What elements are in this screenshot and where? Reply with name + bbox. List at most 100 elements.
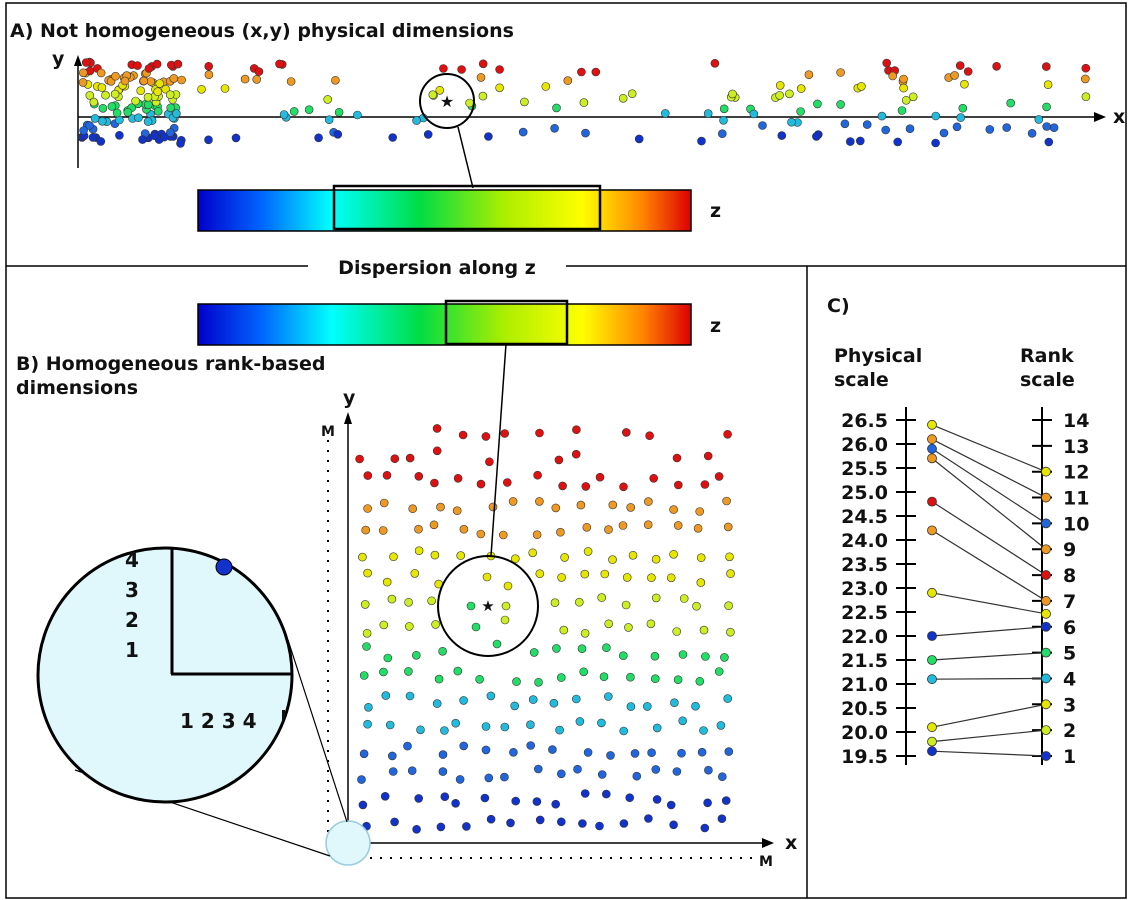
panel-b-point (430, 550, 440, 560)
panel-b-zoom-y-tick-4: 4 (125, 548, 139, 572)
panel-b-point (529, 648, 539, 657)
panel-a-point (541, 82, 551, 91)
panel-b-point (571, 694, 581, 704)
rank-tick-label: 12 (1063, 462, 1089, 484)
panel-a-point (90, 114, 100, 123)
panel-a-point (144, 64, 154, 73)
panel-b-point (699, 625, 709, 635)
panel-b-point (358, 800, 368, 810)
panel-b-point (508, 497, 518, 506)
panel-a-point (97, 83, 107, 92)
panel-a-point (893, 137, 903, 147)
panel-a-point (323, 95, 333, 104)
panel-b-point (673, 675, 683, 685)
panel-a-point (96, 68, 106, 78)
panel-a-point (579, 98, 589, 107)
panel-b-point (379, 498, 389, 508)
panel-a-point (963, 67, 973, 76)
panel-a-point (796, 107, 805, 116)
panel-b-point (459, 524, 469, 534)
physical-point (927, 655, 937, 665)
physical-tick-label: 20.5 (841, 698, 888, 720)
panel-b-point (455, 775, 465, 784)
physical-tick-label: 21.0 (841, 674, 888, 696)
panel-a-point (275, 59, 284, 69)
panel-c-right-header-line2: scale (1020, 369, 1075, 391)
panel-a-point (931, 111, 941, 121)
panel-b-point (381, 691, 391, 700)
mapping-line (931, 457, 1047, 550)
mapping-line (931, 729, 1047, 743)
panel-b-point (382, 470, 392, 480)
panel-b-point (355, 454, 364, 464)
panel-b-point (554, 455, 564, 465)
panel-a-point (717, 129, 727, 138)
panel-b-point (557, 573, 566, 582)
panel-a-colorbar-window (332, 184, 602, 231)
panel-a-point (1006, 98, 1016, 108)
panel-b-point (459, 696, 468, 705)
panel-b-point (475, 674, 484, 684)
panel-a-point (112, 108, 122, 118)
panel-a-point (812, 132, 821, 141)
panel-a-point (331, 76, 340, 85)
panel-b-point (643, 520, 653, 530)
rank-tick-label: 8 (1063, 565, 1076, 587)
panel-a-point (950, 71, 959, 80)
panel-b-point (721, 796, 731, 805)
panel-a-point (992, 62, 1001, 71)
panel-a-point (457, 65, 466, 74)
rank-point (1041, 725, 1051, 736)
panel-b-point (697, 747, 707, 757)
panel-b-point (678, 716, 688, 726)
panel-a-point (131, 96, 140, 106)
panel-a-point (577, 67, 586, 77)
panel-a-point (153, 87, 162, 96)
panel-b-point (621, 600, 631, 610)
panel-b-point (714, 667, 724, 676)
panel-c: C) Physical scale Rank scale 26.526.025.… (827, 295, 1089, 768)
panel-b-point (451, 718, 461, 728)
panel-a-point (749, 109, 759, 119)
panel-b-point (725, 552, 734, 562)
panel-b-star-icon: ★ (481, 597, 494, 615)
panel-a-point (204, 62, 213, 71)
panel-a-point (98, 104, 108, 113)
panel-a-point (775, 91, 784, 100)
panel-a-point (581, 128, 590, 138)
panel-b-point (672, 453, 682, 463)
panel-b-point (606, 751, 615, 760)
panel-b-point (626, 672, 635, 682)
rank-tick-label: 9 (1063, 539, 1076, 561)
panel-b-point (597, 593, 607, 602)
panel-b-point (652, 723, 662, 733)
panel-a-neighborhood-circle (419, 73, 475, 129)
panel-b-point (427, 596, 436, 606)
panel-b-point (575, 717, 585, 726)
panel-b-neighborhood-point (482, 572, 492, 582)
panel-b-point (666, 800, 676, 810)
panel-b-point (512, 677, 521, 686)
panel-a-point (166, 128, 175, 137)
panel-b-point (438, 750, 448, 759)
panel-b-point (722, 496, 731, 506)
panel-b-point (595, 821, 604, 831)
panel-b-point (672, 767, 682, 776)
panel-a-point (88, 133, 98, 142)
panel-a-point (81, 58, 91, 67)
panel-b-point (580, 628, 590, 638)
panel-a-point (252, 75, 262, 84)
panel-b-point (624, 623, 633, 632)
mapping-line (931, 592, 1047, 615)
panel-a-point (289, 107, 299, 116)
panel-b-point (535, 497, 544, 506)
panel-b-point (651, 765, 661, 774)
panel-b-point (533, 764, 543, 774)
panel-b-point (380, 791, 390, 801)
panel-b-zoom-origin (325, 820, 371, 866)
panel-b-point (404, 622, 414, 631)
panel-b-zoom-point (215, 558, 233, 576)
panel-b-point (551, 503, 561, 513)
panel-b-point (486, 814, 496, 824)
physical-tick-label: 26.0 (841, 434, 888, 456)
